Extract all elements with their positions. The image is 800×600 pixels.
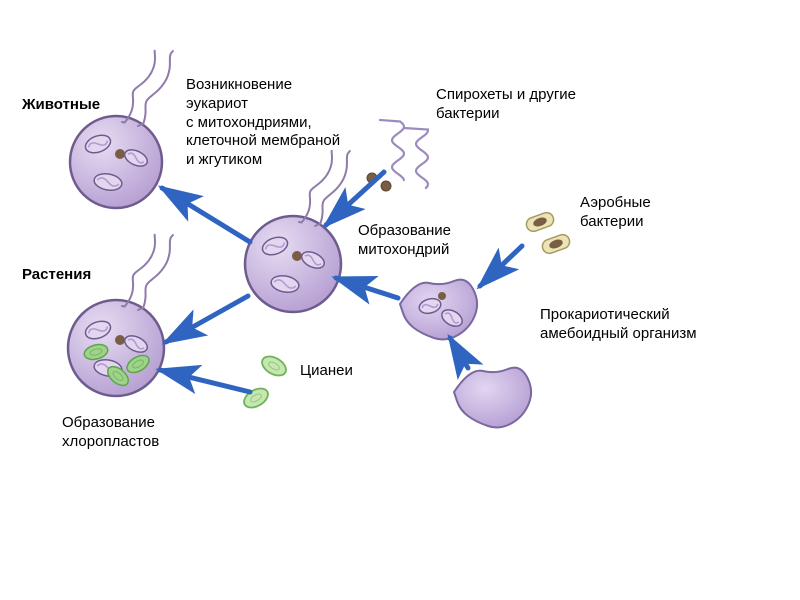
label-prokaryote-amoeboid: Прокариотический амебоидный организм bbox=[540, 306, 697, 344]
arrow-icon bbox=[450, 338, 468, 368]
amoeba-plain bbox=[454, 368, 531, 428]
plant-cell bbox=[68, 300, 164, 396]
label-eukaryote-origin: Возникновение эукариот с митохондриями, … bbox=[186, 76, 340, 170]
arrow-icon bbox=[162, 188, 250, 242]
aerobic-bacterium-icon bbox=[524, 211, 555, 234]
spirochete-icon bbox=[404, 128, 428, 188]
arrow-icon bbox=[336, 278, 398, 298]
label-spirochetes: Спирохеты и другие бактерии bbox=[436, 86, 576, 124]
center-cell bbox=[245, 216, 341, 312]
label-aerobic: Аэробные бактерии bbox=[580, 194, 651, 232]
label-mito-formation: Образование митохондрий bbox=[358, 222, 451, 260]
arrow-icon bbox=[160, 370, 250, 392]
flagellum-icon bbox=[122, 51, 155, 123]
arrow-icon bbox=[480, 246, 522, 286]
aerobic-bacterium-icon bbox=[540, 233, 571, 256]
flagellum-icon bbox=[122, 235, 155, 307]
label-cyanei: Цианеи bbox=[300, 362, 353, 381]
label-animals: Животные bbox=[22, 96, 100, 115]
arrow-icon bbox=[166, 296, 248, 342]
animal-cell bbox=[70, 116, 162, 208]
arrow-icon bbox=[326, 172, 384, 225]
label-plants: Растения bbox=[22, 266, 91, 285]
coccus-icon bbox=[381, 181, 391, 191]
amoeba-with-mito bbox=[400, 280, 477, 340]
label-chloroplast-formation: Образование хлоропластов bbox=[62, 414, 159, 452]
cyanei-icon bbox=[259, 353, 290, 380]
